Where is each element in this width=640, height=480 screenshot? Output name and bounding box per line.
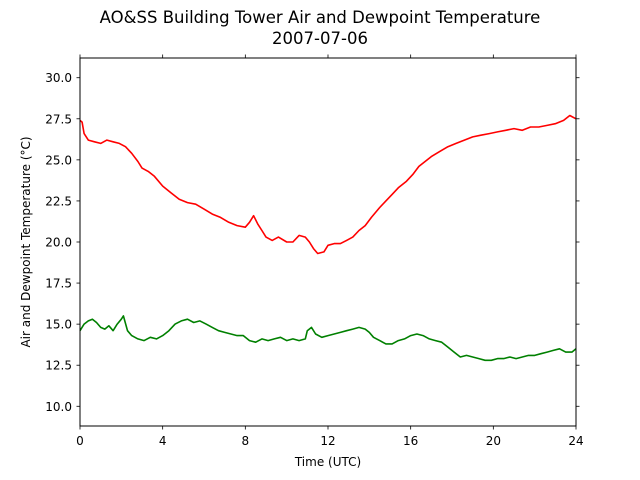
chart-subtitle-date: 2007-07-06 <box>272 29 368 48</box>
y-tick-label: 17.5 <box>45 277 72 291</box>
x-tick-label: 16 <box>403 434 418 448</box>
plot-frame <box>79 57 577 427</box>
y-tick-label: 22.5 <box>45 194 72 208</box>
y-tick-label: 12.5 <box>45 359 72 373</box>
series-line-1 <box>79 315 577 362</box>
x-tick-label: 12 <box>320 434 335 448</box>
y-tick-label: 10.0 <box>45 400 72 414</box>
x-tick-label: 4 <box>159 434 167 448</box>
x-tick-label: 8 <box>242 434 250 448</box>
x-tick-label: 20 <box>486 434 501 448</box>
y-tick-label: 30.0 <box>45 71 72 85</box>
x-tick-label: 24 <box>568 434 583 448</box>
x-axis-label: Time (UTC) <box>294 455 361 469</box>
y-tick-label: 27.5 <box>45 112 72 126</box>
chart-title: AO&SS Building Tower Air and Dewpoint Te… <box>99 8 541 27</box>
y-tick-label: 25.0 <box>45 153 72 167</box>
y-tick-label: 20.0 <box>45 236 72 250</box>
ticks-layer: 0 4 8 12 16 20 24 10.0 12.5 15.0 17.5 20.0 22.5 25.0 2… <box>45 54 584 448</box>
y-tick-label: 15.0 <box>45 318 72 332</box>
series-layer <box>79 114 577 362</box>
series-line-0 <box>79 114 577 255</box>
x-tick-label: 0 <box>76 434 84 448</box>
y-axis-label: Air and Dewpoint Temperature (°C) <box>19 136 33 347</box>
